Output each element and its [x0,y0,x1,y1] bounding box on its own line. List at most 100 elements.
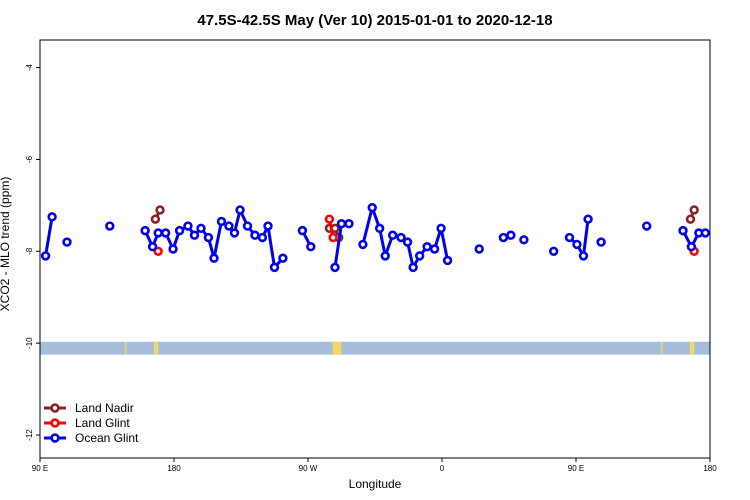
data-point [564,232,575,243]
data-point [387,230,398,240]
data-point [257,232,268,243]
surface-band [40,341,710,355]
data-point [153,246,163,256]
data-point [380,251,390,261]
ocean-band [40,341,710,355]
legend-marker [50,418,60,428]
series-line [44,216,54,257]
data-point [642,221,652,231]
x-tick-label: 90 E [32,464,48,473]
legend-item: Land Glint [44,416,130,430]
land-patch [124,341,127,355]
y-tick-label: -8 [25,247,34,255]
data-point [306,242,316,252]
data-point [578,251,589,261]
data-point [436,223,446,234]
x-tick-label: 180 [703,464,717,473]
data-point [297,225,308,236]
data-point [40,251,51,261]
data-point [336,219,347,229]
data-point [140,225,150,236]
data-point [374,223,385,234]
data-point [105,221,115,231]
data-point [358,239,368,250]
data-point [269,262,280,273]
data-point [596,237,606,247]
data-point [155,205,165,215]
data-point [47,212,57,222]
data-point [498,232,509,243]
legend-item: Ocean Glint [44,431,139,445]
data-point [150,214,161,224]
data-point [689,205,699,215]
legend-item: Land Nadir [44,401,134,415]
data-point [367,202,377,213]
plot-frame [39,39,711,459]
data-point [242,221,253,231]
y-tick-label: -12 [25,429,34,441]
legend-label: Land Nadir [75,401,134,415]
legend-label: Land Glint [75,416,130,430]
data-point [224,221,234,231]
x-axis-label: Longitude [349,477,402,491]
data-point [278,253,288,263]
series-ocean-glint [40,202,711,273]
data-point [229,228,240,238]
data-point [147,242,158,252]
y-tick-label: -6 [25,155,34,163]
data-point [519,235,529,245]
land-patch [153,341,159,355]
series-line [568,218,590,258]
data-point [700,228,711,238]
data-point [442,255,453,266]
data-point [583,214,593,224]
chart-title: 47.5S-42.5S May (Ver 10) 2015-01-01 to 2… [197,12,552,29]
data-point [344,219,354,229]
y-axis-label: XCO2 - MLO trend (ppm) [0,177,12,312]
land-patch [660,341,663,355]
data-point [235,205,245,215]
data-point [328,232,338,243]
legend-marker [50,403,60,413]
legend-marker [50,433,60,443]
data-point [474,244,484,254]
data-point [506,230,516,240]
series-layer [40,202,711,273]
y-tick-label: -10 [25,337,34,349]
data-point [153,228,163,238]
axes: 90 E 180 90 W 0 90 E 180 -4 -6 -8 -10 -12 [25,63,717,473]
data-point [209,253,219,263]
data-point [408,262,418,273]
data-point [168,244,178,254]
data-point [422,242,432,252]
data-point [686,242,697,252]
data-point [250,230,260,240]
data-point [203,232,214,243]
data-point [324,214,335,224]
data-point [189,230,200,240]
land-patch [332,341,342,355]
data-point [263,221,273,231]
land-patch [689,341,695,355]
data-point [429,244,440,254]
data-point [572,239,582,250]
y-tick-label: -4 [25,63,34,71]
data-point [548,246,559,256]
data-point [160,228,171,238]
data-point [678,225,688,236]
data-point [196,223,206,234]
data-point [330,262,340,273]
series-land-nadir [150,205,699,243]
x-tick-label: 180 [167,464,181,473]
data-point [183,221,193,231]
legend-label: Ocean Glint [75,431,139,445]
x-tick-label: 90 W [299,464,318,473]
data-point [402,237,413,247]
data-point [174,225,185,236]
data-point [685,214,696,224]
x-tick-label: 90 E [568,464,584,473]
data-point [414,251,425,261]
x-tick-label: 0 [440,464,445,473]
